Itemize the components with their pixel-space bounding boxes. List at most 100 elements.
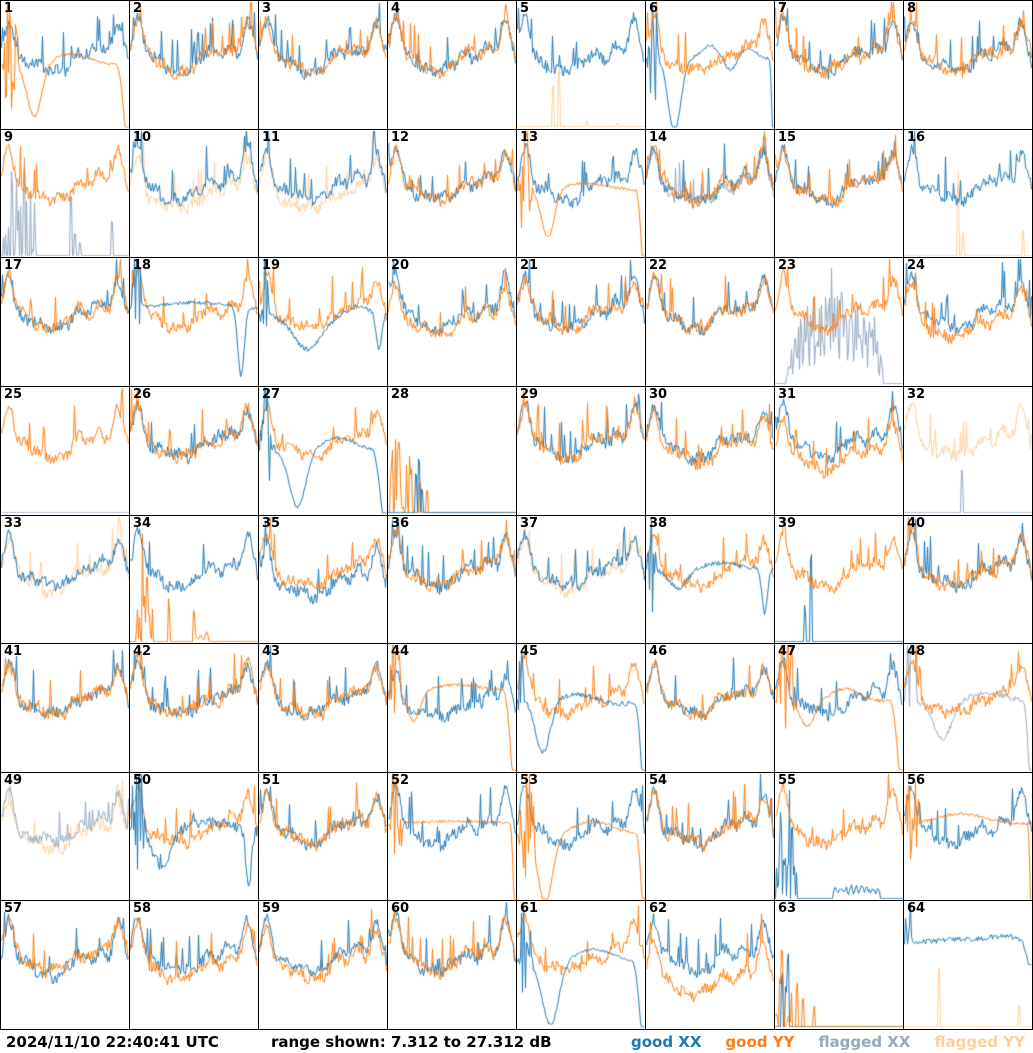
antenna-panel[interactable]: 2 — [130, 1, 259, 130]
antenna-panel[interactable]: 47 — [775, 644, 904, 773]
antenna-panel[interactable]: 35 — [259, 515, 388, 645]
panel-number-label: 64 — [907, 901, 926, 917]
panel-plot-canvas — [259, 1, 387, 129]
antenna-panel[interactable]: 18 — [130, 258, 259, 387]
antenna-panel[interactable]: 56 — [904, 772, 1033, 902]
antenna-panel[interactable]: 59 — [259, 901, 388, 1030]
antenna-panel[interactable]: 5 — [517, 1, 646, 130]
antenna-panel[interactable]: 43 — [259, 644, 388, 773]
antenna-panel[interactable]: 49 — [1, 772, 130, 902]
panel-plot-canvas — [130, 258, 258, 386]
antenna-panel[interactable]: 50 — [130, 772, 259, 902]
antenna-panel[interactable]: 38 — [646, 515, 775, 645]
panel-number-label: 2 — [133, 1, 143, 16]
antenna-panel[interactable]: 30 — [646, 386, 775, 516]
antenna-panel[interactable]: 36 — [388, 515, 517, 645]
panel-plot-canvas — [775, 386, 903, 515]
antenna-panel[interactable]: 19 — [259, 258, 388, 387]
panel-number-label: 40 — [907, 515, 926, 531]
panel-plot-canvas — [904, 901, 1032, 1030]
panel-number-label: 44 — [391, 644, 410, 660]
panel-number-label: 52 — [391, 772, 410, 788]
antenna-panel[interactable]: 22 — [646, 258, 775, 387]
antenna-panel[interactable]: 46 — [646, 644, 775, 773]
antenna-panel[interactable]: 28 — [388, 386, 517, 516]
antenna-panel[interactable]: 34 — [130, 515, 259, 645]
antenna-panel[interactable]: 3 — [259, 1, 388, 130]
antenna-panel[interactable]: 60 — [388, 901, 517, 1030]
panel-number-label: 61 — [520, 901, 539, 917]
panel-number-label: 28 — [391, 386, 410, 402]
antenna-panel[interactable]: 62 — [646, 901, 775, 1030]
panel-number-label: 21 — [520, 258, 539, 274]
antenna-panel[interactable]: 61 — [517, 901, 646, 1030]
panel-plot-canvas — [646, 772, 774, 901]
antenna-panel[interactable]: 57 — [1, 901, 130, 1030]
panel-number-label: 59 — [262, 901, 281, 917]
antenna-panel[interactable]: 32 — [904, 386, 1033, 516]
antenna-panel[interactable]: 10 — [130, 129, 259, 259]
antenna-panel[interactable]: 53 — [517, 772, 646, 902]
antenna-panel[interactable]: 26 — [130, 386, 259, 516]
antenna-panel[interactable]: 14 — [646, 129, 775, 259]
antenna-panel[interactable]: 41 — [1, 644, 130, 773]
antenna-panel[interactable]: 31 — [775, 386, 904, 516]
antenna-panel[interactable]: 52 — [388, 772, 517, 902]
antenna-panel[interactable]: 58 — [130, 901, 259, 1030]
antenna-panel[interactable]: 16 — [904, 129, 1033, 259]
antenna-panel[interactable]: 48 — [904, 644, 1033, 773]
antenna-panel[interactable]: 55 — [775, 772, 904, 902]
antenna-panel[interactable]: 45 — [517, 644, 646, 773]
antenna-panel[interactable]: 8 — [904, 1, 1033, 130]
antenna-panel[interactable]: 7 — [775, 1, 904, 130]
antenna-panel[interactable]: 64 — [904, 901, 1033, 1030]
antenna-panel[interactable]: 63 — [775, 901, 904, 1030]
panel-number-label: 7 — [778, 1, 788, 16]
panel-plot-canvas — [259, 515, 387, 644]
antenna-panel[interactable]: 9 — [1, 129, 130, 259]
antenna-panel[interactable]: 25 — [1, 386, 130, 516]
panel-number-label: 8 — [907, 1, 917, 16]
antenna-panel[interactable]: 6 — [646, 1, 775, 130]
panel-plot-canvas — [775, 644, 903, 772]
panel-number-label: 53 — [520, 772, 539, 788]
antenna-panel[interactable]: 51 — [259, 772, 388, 902]
panel-plot-canvas — [517, 772, 645, 901]
panel-number-label: 22 — [649, 258, 668, 274]
panel-plot-canvas — [1, 129, 129, 258]
panel-plot-canvas — [775, 1, 903, 129]
antenna-panel[interactable]: 23 — [775, 258, 904, 387]
antenna-panel[interactable]: 20 — [388, 258, 517, 387]
panel-number-label: 54 — [649, 772, 668, 788]
antenna-panel[interactable]: 15 — [775, 129, 904, 259]
panel-plot-canvas — [259, 644, 387, 772]
antenna-panel[interactable]: 44 — [388, 644, 517, 773]
panel-plot-canvas — [1, 901, 129, 1030]
panel-plot-canvas — [388, 772, 516, 901]
antenna-panel[interactable]: 39 — [775, 515, 904, 645]
antenna-panel[interactable]: 29 — [517, 386, 646, 516]
panel-plot-canvas — [517, 1, 645, 129]
antenna-panel[interactable]: 24 — [904, 258, 1033, 387]
antenna-panel[interactable]: 40 — [904, 515, 1033, 645]
antenna-panel[interactable]: 21 — [517, 258, 646, 387]
antenna-panel[interactable]: 13 — [517, 129, 646, 259]
antenna-panel[interactable]: 54 — [646, 772, 775, 902]
antenna-panel[interactable]: 33 — [1, 515, 130, 645]
panel-number-label: 23 — [778, 258, 797, 274]
antenna-panel[interactable]: 37 — [517, 515, 646, 645]
panel-plot-canvas — [775, 901, 903, 1030]
panel-plot-canvas — [904, 1, 1032, 129]
antenna-panel[interactable]: 1 — [1, 1, 130, 130]
antenna-panel[interactable]: 4 — [388, 1, 517, 130]
antenna-panel[interactable]: 11 — [259, 129, 388, 259]
antenna-panel[interactable]: 42 — [130, 644, 259, 773]
panel-number-label: 6 — [649, 1, 659, 16]
antenna-panel[interactable]: 27 — [259, 386, 388, 516]
panel-plot-canvas — [646, 258, 774, 386]
panel-plot-canvas — [130, 772, 258, 901]
panel-number-label: 51 — [262, 772, 281, 788]
panel-plot-canvas — [259, 901, 387, 1030]
antenna-panel[interactable]: 17 — [1, 258, 130, 387]
antenna-panel[interactable]: 12 — [388, 129, 517, 259]
